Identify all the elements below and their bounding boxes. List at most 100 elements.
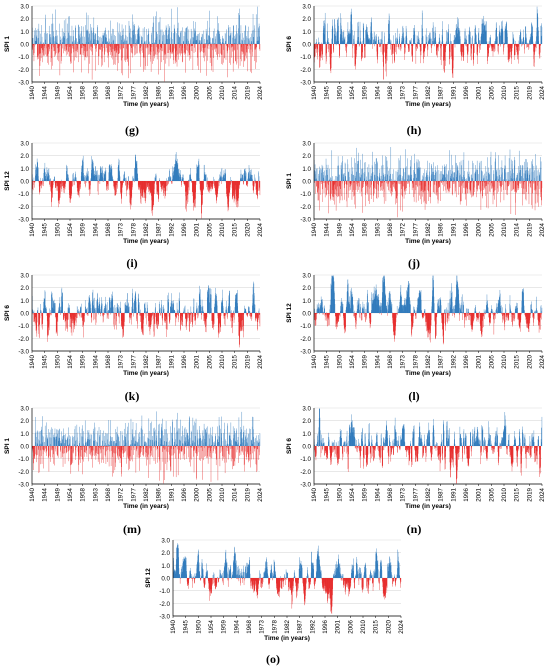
x-tick-label: 1954 xyxy=(349,222,356,236)
x-tick-label: 1982 xyxy=(143,85,150,99)
x-tick-label: 1968 xyxy=(105,85,112,99)
x-tick-label: 1959 xyxy=(362,85,369,99)
bar-series xyxy=(32,282,260,348)
y-tick-label: 2.0 xyxy=(20,16,29,23)
x-tick-label: 1977 xyxy=(412,222,419,236)
caption-g: (g) xyxy=(102,123,162,138)
y-tick-label: -1.0 xyxy=(18,54,29,61)
x-tick-label: 1996 xyxy=(463,222,470,236)
x-tick-label: 2010 xyxy=(501,222,508,236)
x-tick-label: 2019 xyxy=(526,85,533,99)
x-tick-label: 1940 xyxy=(311,85,318,99)
y-tick-label: 1.0 xyxy=(20,298,29,305)
x-tick-label: 1940 xyxy=(311,222,318,236)
y-tick-label: 2.0 xyxy=(20,285,29,292)
x-tick-label: 1968 xyxy=(387,222,394,236)
x-tick-label: 1964 xyxy=(92,222,99,236)
x-tick-label: 1968 xyxy=(105,222,112,236)
x-tick-label: 1954 xyxy=(349,85,356,99)
x-tick-label: 1978 xyxy=(130,222,137,236)
y-tick-label: 2.0 xyxy=(302,153,311,160)
x-tick-label: 1973 xyxy=(118,222,125,236)
x-axis-title: Time (in years) xyxy=(123,101,169,108)
caption-h: (h) xyxy=(384,123,444,138)
y-tick-label: -2.0 xyxy=(300,67,311,74)
x-tick-label: 1958 xyxy=(362,222,369,236)
x-tick-label: 1977 xyxy=(412,85,419,99)
y-axis-title: SPI 1 xyxy=(4,36,11,52)
x-tick-label: 2020 xyxy=(244,222,251,236)
y-tick-label: -2.0 xyxy=(18,336,29,343)
x-tick-label: 1940 xyxy=(29,222,36,236)
x-tick-label: 1954 xyxy=(67,85,74,99)
x-tick-label: 2019 xyxy=(526,222,533,236)
x-tick-label: 1972 xyxy=(118,85,125,99)
y-axis-title: SPI 6 xyxy=(286,36,293,52)
y-tick-label: -1.0 xyxy=(18,191,29,198)
x-tick-label: 1949 xyxy=(54,85,61,99)
x-tick-label: 1959 xyxy=(80,222,87,236)
x-axis-title: Time (in years) xyxy=(123,238,169,245)
y-tick-label: 0.0 xyxy=(302,42,311,49)
x-tick-label: 1945 xyxy=(324,85,331,99)
x-tick-label: 2000 xyxy=(194,85,201,99)
x-tick-label: 1973 xyxy=(400,85,407,99)
y-tick-label: -3.0 xyxy=(18,80,29,87)
y-tick-label: -3.0 xyxy=(18,349,29,356)
y-tick-label: -1.0 xyxy=(300,191,311,198)
x-tick-label: 2015 xyxy=(514,85,521,99)
x-tick-label: 2010 xyxy=(501,85,508,99)
x-tick-label: 1977 xyxy=(130,85,137,99)
x-tick-label: 1950 xyxy=(336,85,343,99)
y-tick-label: 2.0 xyxy=(20,153,29,160)
x-tick-label: 2005 xyxy=(488,85,495,99)
y-tick-label: 1.0 xyxy=(20,166,29,173)
y-tick-label: 3.0 xyxy=(20,141,29,148)
bar-series xyxy=(314,147,542,217)
x-tick-label: 2024 xyxy=(539,85,546,99)
x-tick-label: 1963 xyxy=(92,85,99,99)
x-axis-title: Time (in years) xyxy=(405,101,451,108)
x-tick-label: 1987 xyxy=(438,85,445,99)
x-tick-label: 1949 xyxy=(336,222,343,236)
x-tick-label: 2019 xyxy=(244,85,251,99)
x-tick-label: 1992 xyxy=(168,222,175,236)
y-tick-label: -2.0 xyxy=(18,204,29,211)
y-axis-title: SPI 1 xyxy=(286,173,293,189)
x-tick-label: 2014 xyxy=(514,222,521,236)
x-tick-label: 1986 xyxy=(156,85,163,99)
x-tick-label: 1972 xyxy=(400,222,407,236)
x-tick-label: 1945 xyxy=(42,222,49,236)
y-tick-label: -2.0 xyxy=(300,204,311,211)
x-tick-label: 2015 xyxy=(232,222,239,236)
bar-series xyxy=(32,152,260,218)
x-tick-label: 2010 xyxy=(219,222,226,236)
y-tick-label: -2.0 xyxy=(18,67,29,74)
bar-series xyxy=(32,7,260,82)
x-tick-label: 1968 xyxy=(387,85,394,99)
y-tick-label: 0.0 xyxy=(20,42,29,49)
x-tick-label: 1982 xyxy=(143,222,150,236)
y-tick-label: -1.0 xyxy=(300,54,311,61)
x-tick-label: 2005 xyxy=(206,85,213,99)
x-tick-label: 1982 xyxy=(425,222,432,236)
x-tick-label: 2024 xyxy=(539,222,546,236)
x-tick-label: 2010 xyxy=(219,85,226,99)
x-tick-label: 2014 xyxy=(232,85,239,99)
y-tick-label: -3.0 xyxy=(300,217,311,224)
y-tick-label: 1.0 xyxy=(20,29,29,36)
x-tick-label: 2024 xyxy=(257,85,264,99)
x-tick-label: 1982 xyxy=(425,85,432,99)
y-axis-title: SPI 12 xyxy=(4,171,11,191)
x-tick-label: 2005 xyxy=(488,222,495,236)
x-tick-label: 1964 xyxy=(374,85,381,99)
